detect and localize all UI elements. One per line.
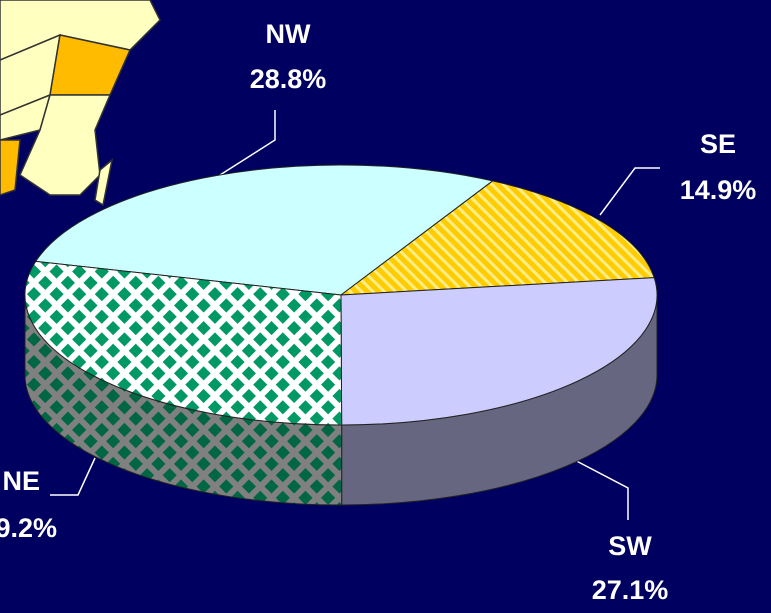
slice: [24, 260, 343, 426]
pie: [24, 164, 658, 506]
leader-lines: [50, 110, 660, 520]
slice-label: SW: [608, 531, 652, 561]
slice-value: 28.8%: [250, 64, 327, 94]
slice-label: NW: [266, 19, 311, 49]
slice: [339, 180, 655, 296]
slice-value: 27.1%: [592, 575, 669, 605]
slice-value: 29.2%: [0, 513, 57, 543]
slice: [34, 164, 494, 296]
slice-label: SE: [700, 129, 736, 159]
map: [0, 0, 161, 207]
slice-value: 14.9%: [680, 175, 757, 205]
slice-label: NE: [2, 466, 40, 496]
slice: [340, 277, 658, 426]
